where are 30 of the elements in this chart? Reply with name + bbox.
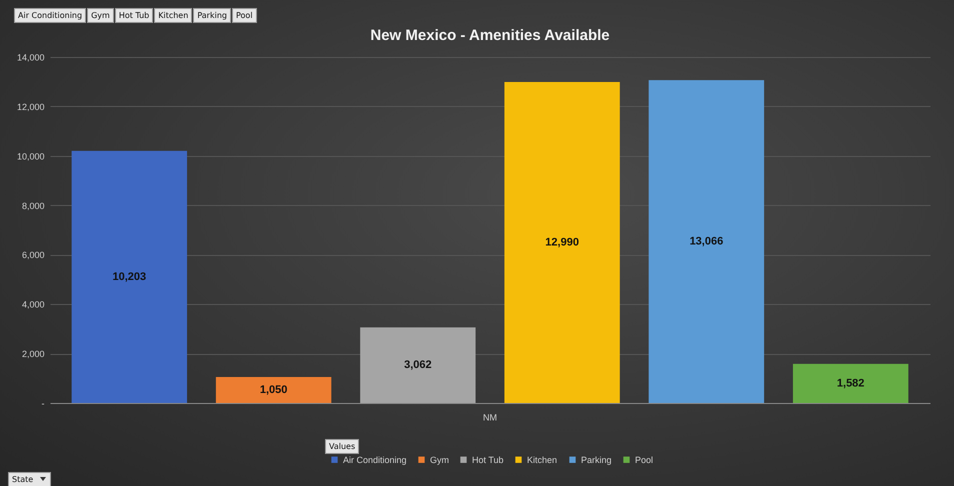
y-tick-label: 8,000 (22, 200, 44, 211)
y-tick-label: 2,000 (22, 349, 44, 360)
text: Gym (91, 11, 110, 20)
y-tick-label: 14,000 (16, 52, 44, 62)
text: Hot Tub (118, 11, 150, 20)
text: Air Conditioning (18, 11, 82, 20)
data-label: 12,990 (545, 236, 579, 248)
text: Parking (197, 11, 227, 20)
text: Pool (236, 11, 253, 20)
x-tick-label: NM (483, 412, 497, 422)
text: Kitchen (158, 11, 188, 20)
data-label: 3,062 (404, 359, 432, 372)
legend-label: Air Conditioning (343, 454, 407, 465)
text: State (8, 472, 52, 486)
y-tick-label: 12,000 (16, 102, 44, 112)
legend-label: Hot Tub (472, 454, 504, 465)
legend-label: Parking (581, 454, 612, 465)
data-label: 13,066 (690, 236, 724, 248)
data-label: 1,050 (260, 384, 288, 396)
chart-title: New Mexico - Amenities Available (370, 27, 610, 44)
y-tick-label: - (42, 398, 44, 408)
legend-label: Gym (430, 454, 449, 465)
data-label: 10,203 (112, 270, 146, 283)
text: Values (325, 439, 360, 454)
legend-label: Kitchen (527, 454, 558, 465)
data-label: 1,582 (836, 377, 864, 390)
y-tick-label: 6,000 (22, 250, 44, 260)
y-tick-label: 10,000 (16, 151, 44, 162)
legend-label: Pool (635, 454, 654, 465)
y-tick-label: 4,000 (22, 300, 44, 310)
